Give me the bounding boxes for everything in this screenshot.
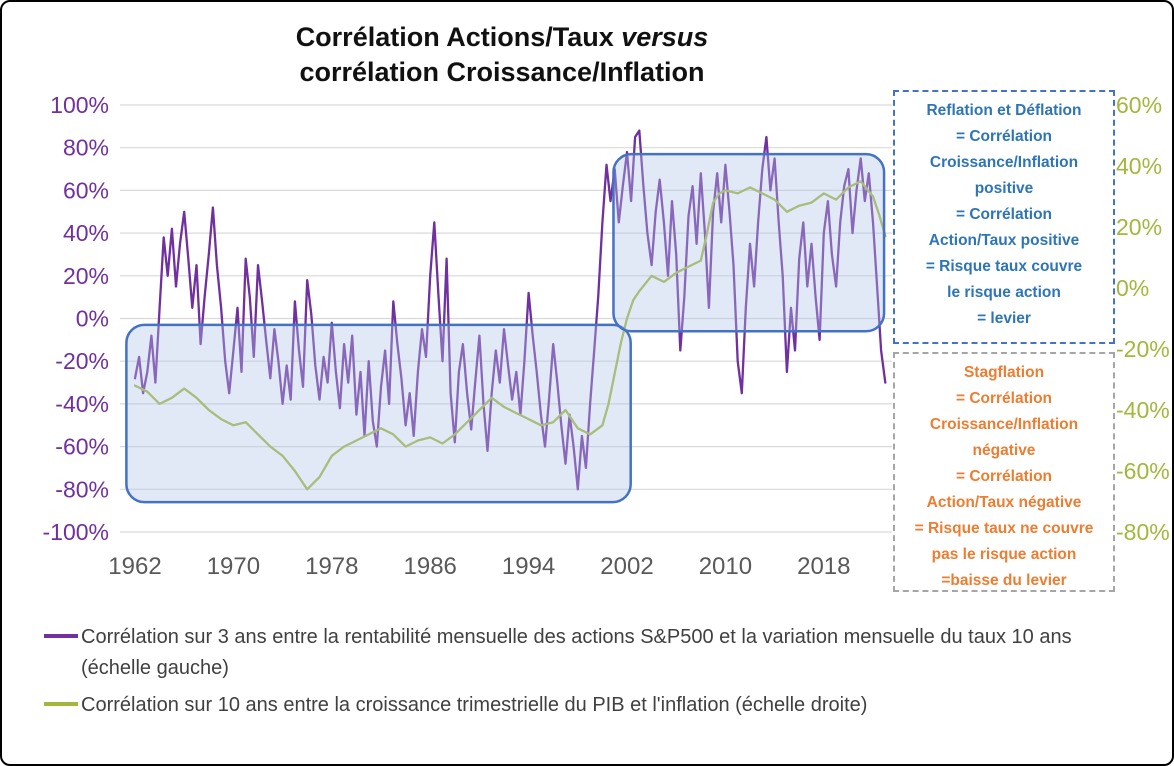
right-axis-tick-label: 40% bbox=[1116, 153, 1162, 179]
left-axis-tick-label: 60% bbox=[63, 177, 109, 203]
left-axis-tick-label: -60% bbox=[55, 434, 109, 460]
right-axis-tick-label: -20% bbox=[1116, 336, 1170, 362]
legend-label: Corrélation sur 10 ans entre la croissan… bbox=[81, 694, 868, 716]
legend-label: Corrélation sur 3 ans entre la rentabili… bbox=[81, 626, 1072, 679]
legend-item-croissance-inflation: Corrélation sur 10 ans entre la croissan… bbox=[44, 690, 1144, 721]
x-axis-tick-label: 1970 bbox=[207, 553, 260, 580]
left-axis-tick-label: -20% bbox=[55, 348, 109, 374]
x-axis-tick-label: 1978 bbox=[305, 553, 358, 580]
left-axis-tick-label: 40% bbox=[63, 220, 109, 246]
left-axis-tick-label: 20% bbox=[63, 263, 109, 289]
annotation-reflation-deflation: Reflation et Déflation = Corrélation Cro… bbox=[893, 90, 1115, 344]
legend-swatch-purple-line bbox=[44, 634, 78, 638]
right-axis-tick-label: -80% bbox=[1116, 519, 1170, 545]
right-axis-tick-label: 60% bbox=[1116, 92, 1162, 118]
highlight-region bbox=[125, 323, 632, 504]
chart-title-line2: corrélation Croissance/Inflation bbox=[299, 57, 705, 88]
x-axis-tick-label: 1994 bbox=[502, 553, 555, 580]
left-axis-tick-label: -80% bbox=[55, 476, 109, 502]
x-axis-tick-label: 2018 bbox=[797, 553, 850, 580]
chart-title-versus: versus bbox=[621, 22, 709, 52]
left-axis-tick-label: 0% bbox=[76, 306, 109, 332]
left-axis-tick-label: 80% bbox=[63, 135, 109, 161]
annotation-stagflation: Stagflation = Corrélation Croissance/Inf… bbox=[893, 352, 1115, 592]
legend: Corrélation sur 3 ans entre la rentabili… bbox=[44, 622, 1144, 727]
series-line-croissance-inflation bbox=[133, 180, 887, 491]
x-axis-tick-label: 1962 bbox=[108, 553, 161, 580]
x-axis-tick-label: 2010 bbox=[699, 553, 752, 580]
x-axis-tick-label: 1986 bbox=[404, 553, 457, 580]
left-axis-tick-label: 100% bbox=[50, 92, 109, 118]
highlight-region bbox=[612, 152, 886, 333]
x-axis-tick-label: 2002 bbox=[600, 553, 653, 580]
legend-swatch-green-line bbox=[44, 702, 78, 706]
right-axis-tick-label: 0% bbox=[1116, 275, 1149, 301]
legend-item-actions-taux: Corrélation sur 3 ans entre la rentabili… bbox=[44, 622, 1144, 684]
chart-title: Corrélation Actions/Taux versus corrélat… bbox=[2, 20, 1002, 90]
series-line-actions-taux bbox=[133, 129, 887, 491]
right-axis-tick-label: 20% bbox=[1116, 214, 1162, 240]
right-axis-tick-label: -60% bbox=[1116, 458, 1170, 484]
right-axis-tick-label: -40% bbox=[1116, 397, 1170, 423]
left-axis-tick-label: -100% bbox=[43, 519, 109, 545]
chart-title-line1: Corrélation Actions/Taux versus bbox=[2, 20, 1002, 55]
left-axis-tick-label: -40% bbox=[55, 391, 109, 417]
chart-title-text: Corrélation Actions/Taux bbox=[295, 22, 622, 52]
